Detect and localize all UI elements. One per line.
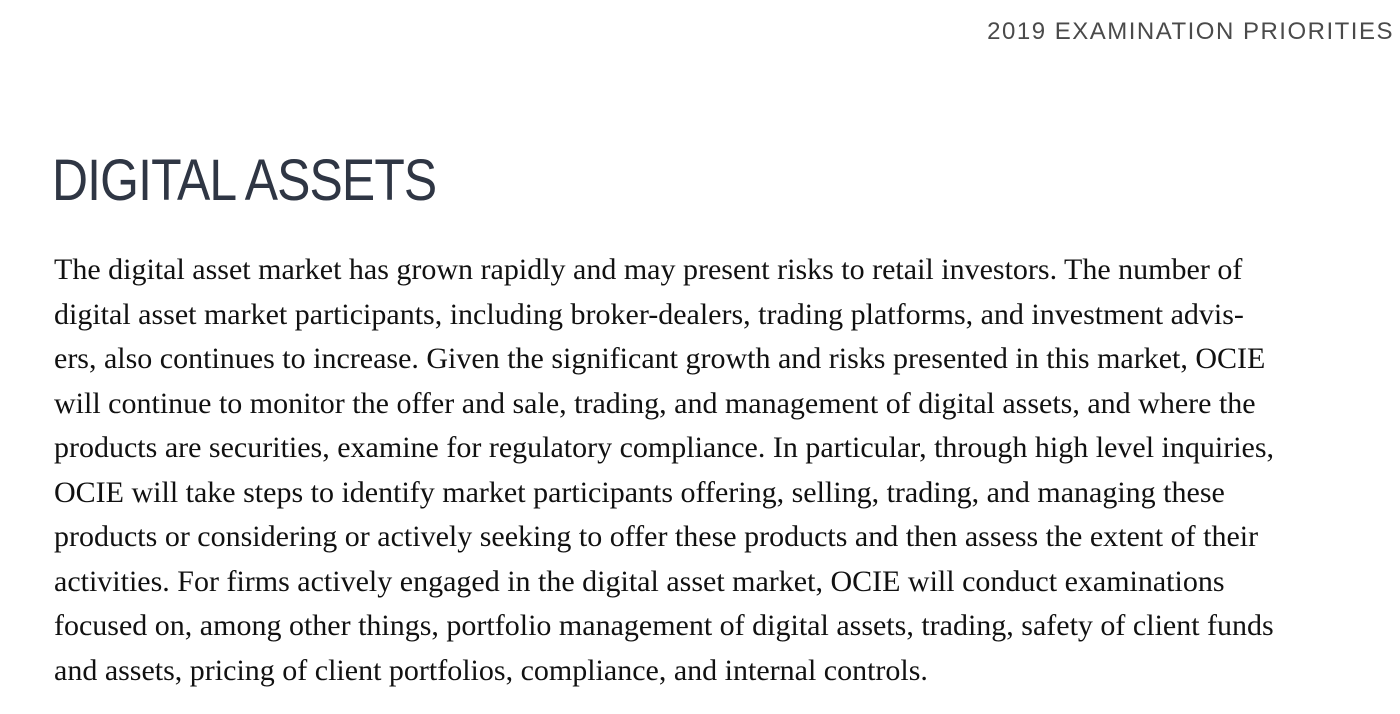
- paragraph-line: focused on, among other things, portfoli…: [54, 609, 1274, 642]
- paragraph-line: The digital asset market has grown rapid…: [54, 253, 1243, 286]
- paragraph-line: products are securities, examine for reg…: [54, 431, 1275, 464]
- body-paragraph: The digital asset market has grown rapid…: [54, 248, 1274, 693]
- paragraph-line: digital asset market participants, inclu…: [54, 297, 1244, 331]
- paragraph-line: products or considering or actively seek…: [54, 520, 1259, 553]
- paragraph-line: OCIE will take steps to identify market …: [54, 475, 1225, 509]
- paragraph-line: will continue to monitor the offer and s…: [54, 386, 1256, 420]
- running-header: 2019 EXAMINATION PRIORITIES: [987, 18, 1394, 45]
- paragraph-line: and assets, pricing of client portfolios…: [54, 653, 928, 687]
- paragraph-line: ers, also continues to increase. Given t…: [54, 342, 1266, 375]
- section-title: DIGITAL ASSETS: [52, 148, 437, 213]
- paragraph-line: activities. For firms actively engaged i…: [54, 564, 1225, 598]
